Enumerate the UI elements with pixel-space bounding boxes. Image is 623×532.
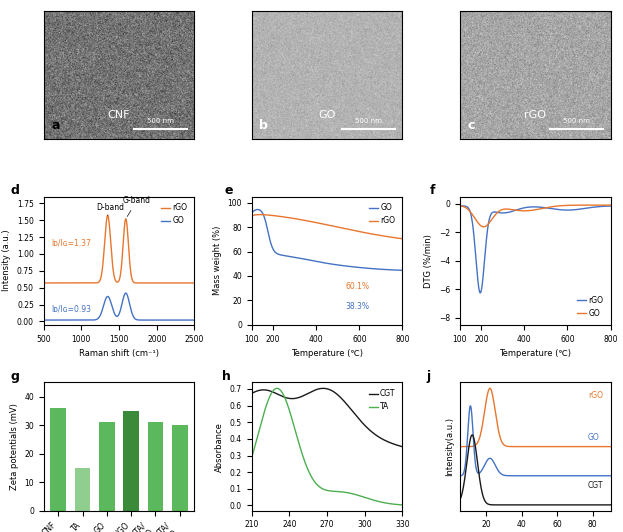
Text: h: h <box>222 370 231 383</box>
Text: 38.3%: 38.3% <box>345 302 369 311</box>
Legend: rGO, GO: rGO, GO <box>158 201 191 228</box>
X-axis label: Temperature (℃): Temperature (℃) <box>499 349 571 358</box>
Text: D-band: D-band <box>97 203 125 215</box>
Text: CNF: CNF <box>108 110 130 120</box>
Y-axis label: Absorbance: Absorbance <box>216 422 224 471</box>
Text: 500 nm: 500 nm <box>563 119 590 124</box>
Y-axis label: Intensity (a.u.): Intensity (a.u.) <box>2 230 11 292</box>
Y-axis label: Mass weight (%): Mass weight (%) <box>213 226 222 295</box>
Text: Iᴅ/Iɢ=0.93: Iᴅ/Iɢ=0.93 <box>51 305 91 314</box>
Y-axis label: DTG (%/min): DTG (%/min) <box>424 234 433 288</box>
Text: rGO: rGO <box>524 110 546 120</box>
X-axis label: Temperature (℃): Temperature (℃) <box>291 349 363 358</box>
Bar <box>99 422 115 511</box>
Text: rGO: rGO <box>588 391 603 400</box>
Text: a: a <box>51 120 60 132</box>
Text: 500 nm: 500 nm <box>147 119 174 124</box>
Y-axis label: Intensity(a.u.): Intensity(a.u.) <box>445 417 454 476</box>
Legend: CGT, TA: CGT, TA <box>366 386 399 414</box>
Text: G-band: G-band <box>123 196 151 217</box>
Text: GO: GO <box>318 110 336 120</box>
Text: GO: GO <box>588 433 600 442</box>
Text: d: d <box>11 184 19 197</box>
Bar <box>123 411 139 511</box>
Bar <box>172 425 188 511</box>
Text: e: e <box>224 184 233 197</box>
Text: g: g <box>11 370 19 383</box>
Text: CGT: CGT <box>588 480 604 489</box>
Bar <box>148 422 163 511</box>
Text: 60.1%: 60.1% <box>345 282 369 291</box>
Y-axis label: Zeta potentials (mV): Zeta potentials (mV) <box>9 403 19 490</box>
Text: Iᴅ/Iɢ=1.37: Iᴅ/Iɢ=1.37 <box>51 238 91 247</box>
Bar <box>50 408 66 511</box>
X-axis label: Raman shift (cm⁻¹): Raman shift (cm⁻¹) <box>79 349 159 358</box>
Text: c: c <box>467 120 475 132</box>
Text: j: j <box>427 370 430 383</box>
Text: 500 nm: 500 nm <box>355 119 382 124</box>
Legend: GO, rGO: GO, rGO <box>366 201 399 228</box>
Text: b: b <box>259 120 268 132</box>
Text: f: f <box>430 184 435 197</box>
Legend: rGO, GO: rGO, GO <box>574 293 607 321</box>
Bar <box>75 468 90 511</box>
